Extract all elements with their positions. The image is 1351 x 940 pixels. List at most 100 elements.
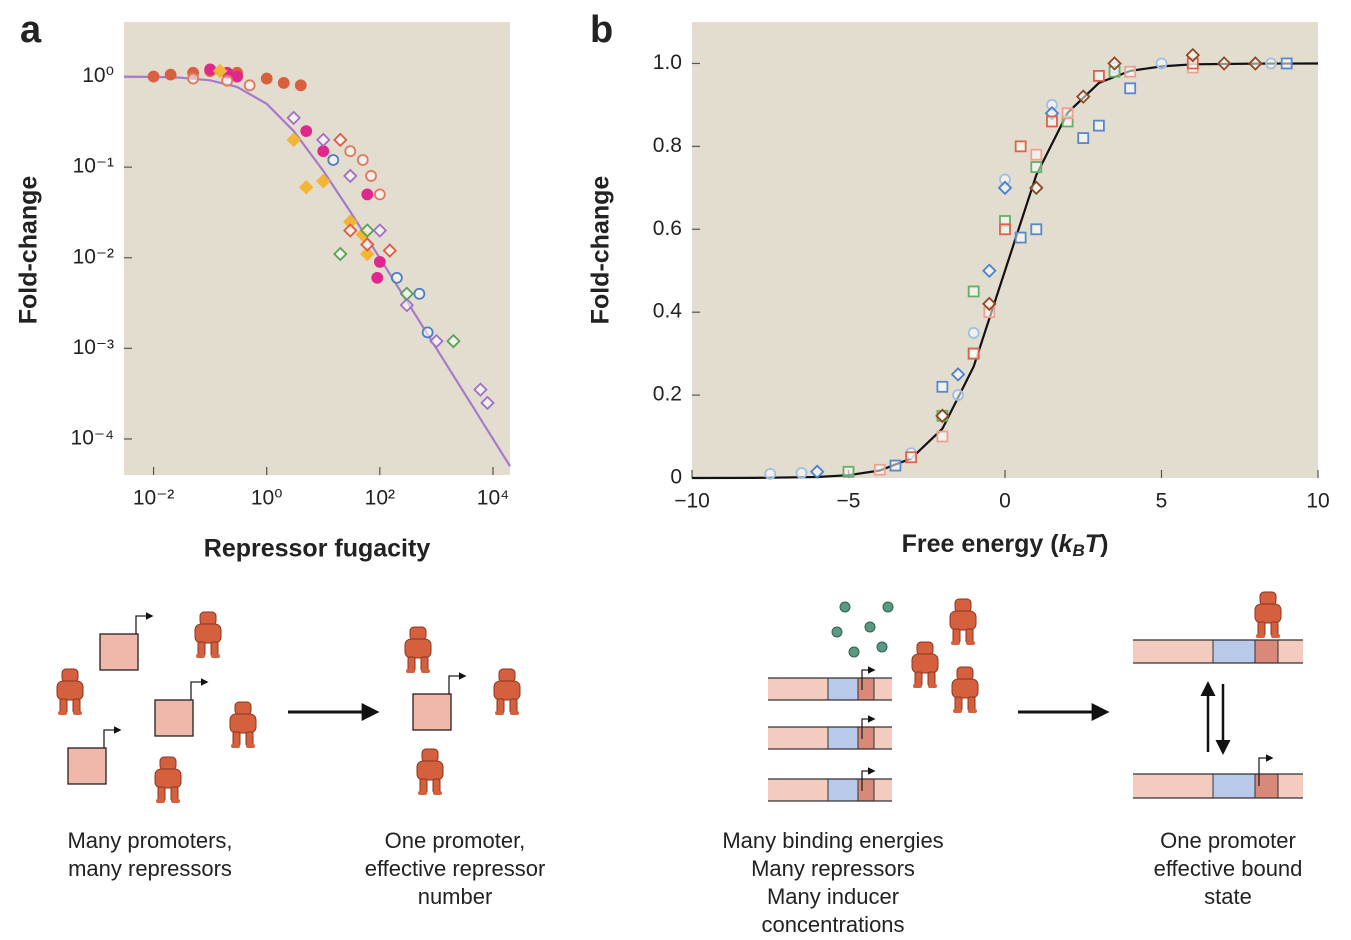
data-point	[390, 271, 403, 284]
y-tick-label: 1.0	[653, 51, 682, 74]
data-point	[342, 168, 358, 184]
data-point	[356, 154, 369, 166]
data-point	[373, 188, 386, 201]
data-point	[473, 382, 488, 397]
x-tick-label: 0	[999, 490, 1011, 513]
data-point	[935, 408, 950, 424]
panel-label: a	[20, 9, 42, 51]
data-point	[795, 467, 808, 479]
data-point	[1093, 69, 1105, 82]
data-point	[212, 63, 228, 79]
data-point	[936, 430, 949, 443]
fit-line	[691, 62, 1319, 480]
caption: effective repressor	[365, 856, 546, 881]
data-point	[1030, 148, 1043, 161]
data-point	[967, 327, 980, 339]
data-point	[982, 296, 997, 312]
data-point	[316, 132, 331, 148]
caption: number	[418, 884, 493, 909]
data-point	[365, 170, 377, 182]
data-point	[1030, 223, 1043, 236]
data-point	[936, 380, 949, 393]
y-tick-label: 10⁻³	[73, 336, 114, 359]
data-point	[260, 72, 273, 85]
data-point	[1185, 47, 1201, 63]
data-point	[164, 68, 177, 81]
data-point	[950, 367, 966, 382]
data-point	[905, 451, 917, 464]
data-point	[243, 79, 256, 92]
panel-label: b	[590, 9, 613, 51]
diagram-right	[768, 591, 1303, 801]
data-point	[147, 70, 160, 83]
plot-background	[692, 22, 1318, 478]
data-point	[360, 246, 375, 262]
x-axis-label-part: k	[1059, 530, 1074, 558]
data-point	[999, 223, 1011, 236]
data-point	[317, 145, 330, 158]
caption: Many promoters,	[67, 828, 232, 853]
data-point	[221, 74, 234, 87]
y-tick-label: 10⁻²	[73, 245, 114, 268]
caption: One promoter	[1160, 828, 1296, 853]
data-point	[446, 333, 461, 349]
caption: Many repressors	[751, 856, 915, 881]
data-point	[1216, 56, 1232, 71]
x-tick-label: −10	[674, 490, 710, 513]
data-point	[1029, 180, 1044, 196]
data-point	[333, 246, 348, 262]
data-point	[1077, 132, 1090, 144]
data-point	[187, 72, 200, 85]
y-tick-label: 10⁻¹	[73, 155, 114, 178]
data-point	[982, 263, 997, 278]
data-point	[1280, 57, 1293, 70]
x-tick-label: 10⁰	[251, 487, 283, 510]
data-point	[204, 63, 217, 76]
data-point	[1046, 115, 1058, 128]
data-point	[809, 464, 825, 480]
data-point	[1248, 56, 1263, 71]
data-point	[889, 459, 902, 472]
x-tick-label: 5	[1156, 490, 1168, 513]
data-point	[316, 173, 331, 189]
data-point	[1155, 57, 1168, 70]
data-point	[429, 333, 444, 349]
data-point	[952, 389, 964, 401]
data-point	[1075, 89, 1091, 104]
data-point	[333, 132, 348, 148]
data-point	[360, 237, 375, 252]
data-point	[480, 395, 495, 411]
data-point	[286, 132, 301, 148]
data-point	[399, 286, 415, 302]
data-point	[1061, 107, 1074, 120]
data-point	[1030, 161, 1043, 173]
data-point	[997, 180, 1013, 196]
x-tick-label: −5	[837, 490, 861, 513]
caption: Many inducer	[767, 884, 899, 909]
data-point	[342, 223, 358, 238]
y-tick-label: 0	[670, 466, 682, 489]
data-point	[764, 467, 777, 480]
x-tick-label: 10⁴	[477, 487, 509, 510]
data-point	[373, 255, 386, 268]
data-point	[1093, 119, 1105, 132]
y-tick-label: 0.2	[653, 383, 682, 406]
data-point	[1265, 57, 1277, 70]
data-point	[413, 287, 426, 300]
data-point	[967, 347, 980, 360]
x-axis-label: Repressor fugacity	[204, 535, 431, 563]
caption: Many binding energies	[722, 828, 943, 853]
plot-background	[124, 22, 510, 475]
data-point	[298, 179, 314, 195]
data-point	[967, 285, 980, 298]
data-point	[372, 223, 388, 238]
data-point	[327, 154, 340, 166]
data-point	[371, 271, 384, 284]
data-point	[842, 465, 855, 478]
x-axis-label-part: B	[1073, 541, 1085, 560]
y-axis-label: Fold-change	[587, 176, 615, 325]
data-point	[294, 79, 307, 92]
x-tick-label: 10⁻²	[133, 487, 174, 510]
data-point	[286, 110, 301, 126]
